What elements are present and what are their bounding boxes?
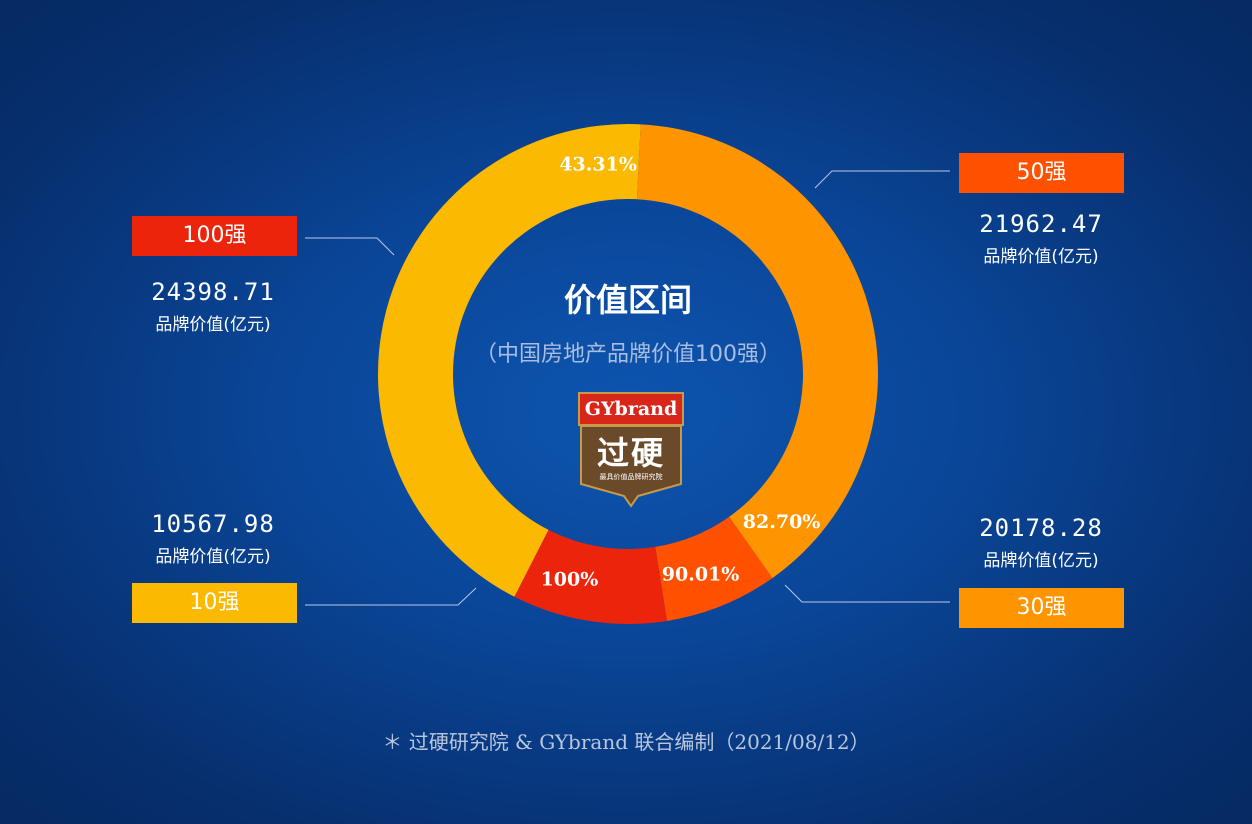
value-top50: 21962.47 xyxy=(979,210,1103,238)
pct-label-top30: 82.70% xyxy=(743,511,821,533)
value-top30: 20178.28 xyxy=(979,514,1103,542)
leader-line-top50 xyxy=(814,170,950,189)
value-top100: 24398.71 xyxy=(151,278,275,306)
value-top10: 10567.98 xyxy=(151,510,275,538)
pct-label-top100: 100% xyxy=(541,568,599,590)
segment-top10 xyxy=(377,124,641,597)
footer-credit: ＊ 过硬研究院 & GYbrand 联合编制（2021/08/12） xyxy=(382,730,870,754)
leader-line-top10 xyxy=(305,587,477,606)
value-block-top100: 24398.71 品牌价值(亿元) xyxy=(113,278,313,335)
unit-top30: 品牌价值(亿元) xyxy=(983,551,1099,571)
segment-top30 xyxy=(636,124,879,579)
chart-subtitle: （中国房地产品牌价值100强） xyxy=(475,342,781,367)
tag-top30: 30强 xyxy=(959,588,1124,628)
unit-top10: 品牌价值(亿元) xyxy=(155,547,271,567)
segment-top50 xyxy=(655,516,773,621)
logo-top-text: GYbrand xyxy=(578,392,684,426)
tag-top10: 10强 xyxy=(132,583,297,623)
tag-top100: 100强 xyxy=(132,216,297,256)
unit-top50: 品牌价值(亿元) xyxy=(983,247,1099,267)
unit-top100: 品牌价值(亿元) xyxy=(155,315,271,335)
logo-small-text: 最具价值品牌研究院 xyxy=(599,473,663,481)
value-block-top10: 10567.98 品牌价值(亿元) xyxy=(113,510,313,567)
leader-line-top30 xyxy=(784,584,950,603)
pct-label-top10: 43.31% xyxy=(559,154,637,176)
gybrand-logo: GYbrand 过硬 最具价值品牌研究院 xyxy=(578,392,684,508)
value-block-top30: 20178.28 品牌价值(亿元) xyxy=(941,514,1141,571)
leader-line-top100 xyxy=(305,237,395,256)
chart-title: 价值区间 xyxy=(563,281,692,319)
value-block-top50: 21962.47 品牌价值(亿元) xyxy=(941,210,1141,267)
logo-shield-icon xyxy=(580,426,682,508)
logo-big-text: 过硬 xyxy=(596,434,665,472)
segment-top100 xyxy=(514,529,667,624)
pct-label-top50: 90.01% xyxy=(662,564,740,586)
tag-top50: 50强 xyxy=(959,153,1124,193)
